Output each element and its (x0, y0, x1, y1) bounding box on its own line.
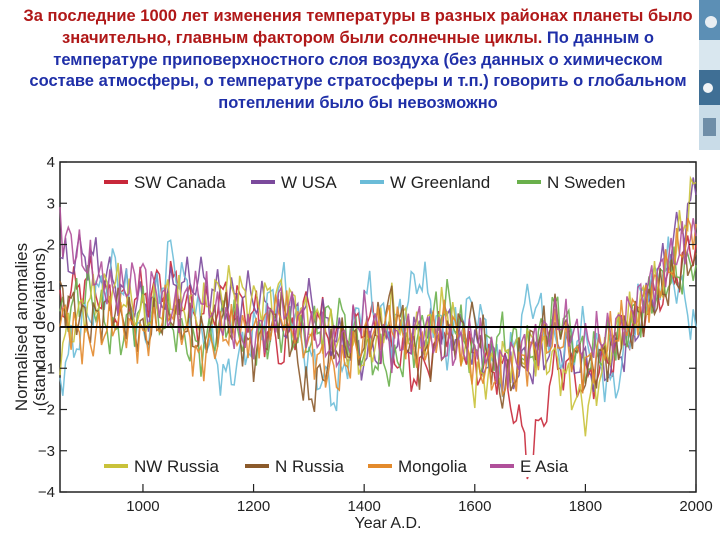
y-tick-label: 3 (47, 195, 55, 212)
slide-caption: За последние 1000 лет изменения температ… (22, 6, 694, 115)
legend-backdrop (249, 171, 389, 193)
legend-label: N Sweden (547, 173, 625, 192)
y-axis: −4 −3 −2 −1 0 1 2 3 4 (38, 154, 696, 501)
x-axis-title: Year A.D. (354, 515, 421, 532)
legend-label: SW Canada (134, 173, 226, 192)
y-tick-label: −3 (38, 443, 55, 460)
x-tick-label: 1800 (569, 498, 602, 515)
x-tick-label: 1400 (347, 498, 380, 515)
x-tick-label: 2000 (679, 498, 712, 515)
caption-red-part: За последние 1000 лет изменения температ… (23, 7, 693, 47)
legend-label: Mongolia (398, 457, 468, 476)
legend-backdrop (102, 171, 242, 193)
temperature-anomaly-chart: −4 −3 −2 −1 0 1 2 3 4 1000 1200 1400 1600 1800 2000 S… (12, 154, 713, 532)
legend-label: N Russia (275, 457, 345, 476)
y-tick-label: 2 (47, 237, 55, 254)
legend-top: SW Canada W USA W Greenland N Sweden (102, 171, 655, 193)
legend-label: NW Russia (134, 457, 220, 476)
series-layer (59, 175, 697, 480)
y-tick-label: 4 (47, 154, 55, 171)
y-tick-label: −2 (38, 402, 55, 419)
y-tick-label: −1 (38, 360, 55, 377)
y-axis-subtitle: (standard deviations) (30, 248, 49, 407)
legend-backdrop (102, 455, 242, 477)
series-line-n-sweden (59, 246, 697, 387)
legend-backdrop (358, 171, 498, 193)
decorative-photo-image (699, 0, 720, 150)
y-tick-label: −4 (38, 484, 55, 501)
legend-label: W USA (281, 173, 337, 192)
y-tick-label: 0 (47, 319, 55, 336)
legend-backdrop (243, 455, 383, 477)
x-axis: 1000 1200 1400 1600 1800 2000 (126, 484, 713, 515)
legend-label: W Greenland (390, 173, 490, 192)
legend-label: E Asia (520, 457, 569, 476)
x-tick-label: 1200 (237, 498, 270, 515)
legend-backdrop (366, 455, 506, 477)
y-tick-label: 1 (47, 278, 55, 295)
legend-backdrop (515, 171, 655, 193)
legend-bottom: NW Russia N Russia Mongolia E Asia (102, 455, 628, 477)
caption-blue-part: По данным о температуре приповерхностног… (29, 28, 687, 113)
x-tick-label: 1000 (126, 498, 159, 515)
legend-backdrop (488, 455, 628, 477)
series-line-e-asia (59, 207, 697, 388)
x-tick-label: 1600 (458, 498, 491, 515)
decorative-photo-strip (699, 0, 720, 150)
y-axis-title: Normalised anomalies (12, 243, 31, 411)
